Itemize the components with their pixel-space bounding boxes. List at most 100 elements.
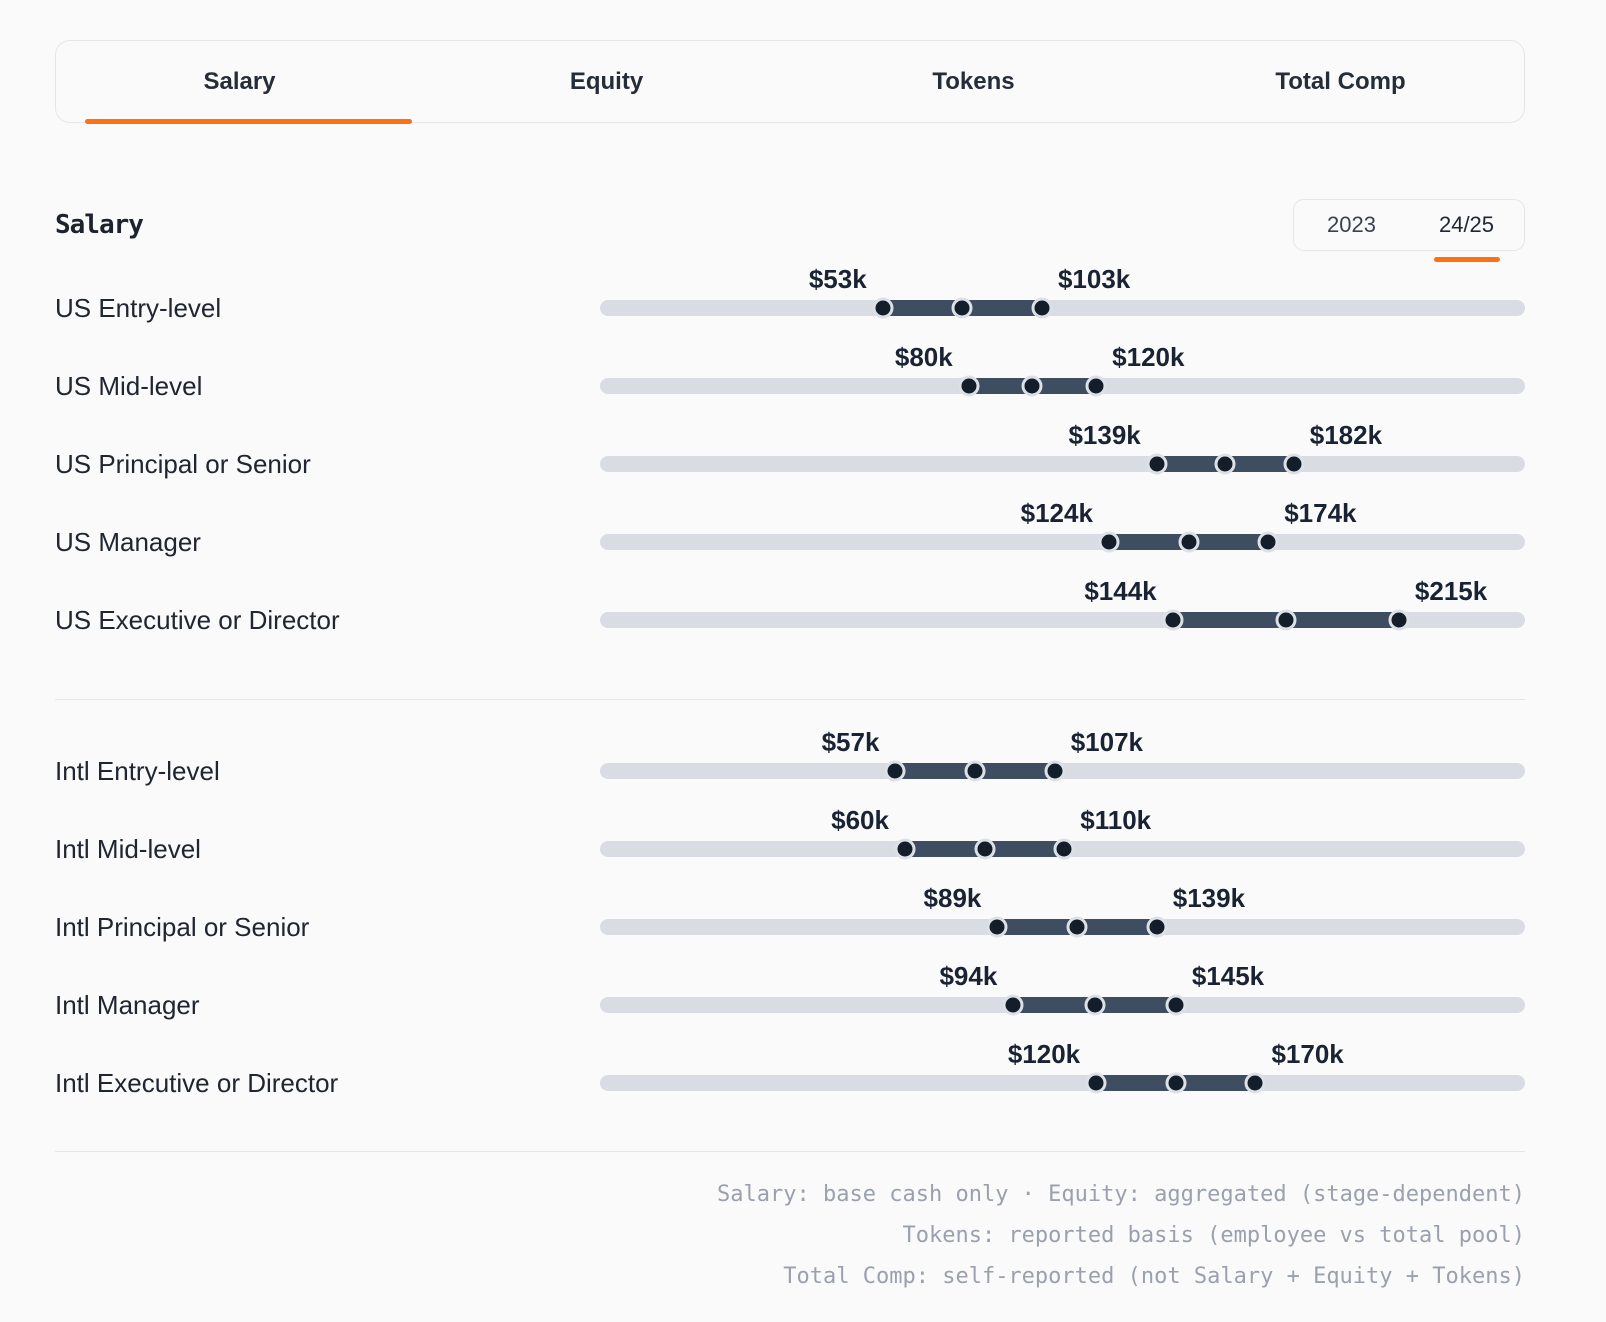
section-header: Salary 2023 24/25 xyxy=(55,197,1525,253)
slider-handle-mid[interactable] xyxy=(951,297,973,319)
range-slider[interactable]: $144k $215k xyxy=(600,576,1525,659)
max-value-label: $145k xyxy=(1191,961,1265,991)
slider-row-us-executive-or-director: US Executive or Director $144k $215k xyxy=(55,576,1525,659)
slider-group-2: Intl Entry-level $57k $107k Intl Mid-level $… xyxy=(55,727,1525,1122)
slider-handle-max[interactable] xyxy=(1053,838,1075,860)
slider-row-us-principal-or-senior: US Principal or Senior $139k $182k xyxy=(55,420,1525,503)
slider-track[interactable] xyxy=(600,1075,1525,1091)
slider-row-intl-manager: Intl Manager $94k $145k xyxy=(55,961,1525,1044)
row-label: Intl Entry-level xyxy=(55,755,220,786)
slider-row-intl-entry-level: Intl Entry-level $57k $107k xyxy=(55,727,1525,810)
slider-row-intl-mid-level: Intl Mid-level $60k $110k xyxy=(55,805,1525,888)
max-value-label: $120k xyxy=(1112,342,1185,372)
row-label: Intl Principal or Senior xyxy=(55,911,310,942)
slider-handle-max[interactable] xyxy=(1244,1072,1266,1094)
slider-row-intl-principal-or-senior: Intl Principal or Senior $89k $139k xyxy=(55,883,1525,966)
slider-handle-min[interactable] xyxy=(1085,1072,1107,1094)
slider-handle-mid[interactable] xyxy=(1066,916,1088,938)
range-slider[interactable]: $53k $103k xyxy=(600,264,1525,347)
tab-salary[interactable]: Salary xyxy=(56,41,423,124)
slider-handle-min[interactable] xyxy=(872,297,894,319)
min-value-label: $80k xyxy=(894,342,953,372)
slider-handle-max[interactable] xyxy=(1031,297,1053,319)
min-value-label: $89k xyxy=(923,883,982,913)
slider-row-us-manager: US Manager $124k $174k xyxy=(55,498,1525,581)
footnote-line-1: Salary: base cash only · Equity: aggrega… xyxy=(717,1182,1525,1207)
slider-handle-max[interactable] xyxy=(1146,916,1168,938)
max-value-label: $174k xyxy=(1284,498,1357,528)
slider-row-intl-executive-or-director: Intl Executive or Director $120k $170k xyxy=(55,1039,1525,1122)
min-value-label: $53k xyxy=(808,264,867,294)
footer-divider xyxy=(55,1151,1525,1152)
slider-handle-mid[interactable] xyxy=(1178,531,1200,553)
slider-handle-min[interactable] xyxy=(958,375,980,397)
max-value-label: $170k xyxy=(1271,1039,1344,1069)
slider-handle-min[interactable] xyxy=(986,916,1008,938)
footnote-line-3: Total Comp: self-reported (not Salary + … xyxy=(783,1264,1525,1289)
range-slider[interactable]: $80k $120k xyxy=(600,342,1525,425)
max-value-label: $182k xyxy=(1309,420,1383,450)
slider-handle-mid[interactable] xyxy=(1165,1072,1187,1094)
min-value-label: $60k xyxy=(831,805,889,835)
min-value-label: $57k xyxy=(821,727,880,757)
slider-handle-max[interactable] xyxy=(1388,609,1410,631)
range-slider[interactable]: $94k $145k xyxy=(600,961,1525,1044)
row-label: US Executive or Director xyxy=(55,604,340,635)
slider-group-1: US Entry-level $53k $103k US Mid-level $80k $… xyxy=(55,264,1525,659)
row-label: Intl Executive or Director xyxy=(55,1067,339,1098)
range-slider[interactable]: $57k $107k xyxy=(600,727,1525,810)
tab-bar: Salary Equity Tokens Total Comp xyxy=(55,40,1525,124)
slider-handle-min[interactable] xyxy=(1146,453,1168,475)
tab-tokens[interactable]: Tokens xyxy=(932,67,1015,95)
slider-handle-mid[interactable] xyxy=(974,838,996,860)
slider-track[interactable] xyxy=(600,300,1525,316)
row-label: US Manager xyxy=(55,526,201,557)
slider-handle-max[interactable] xyxy=(1283,453,1305,475)
min-value-label: $94k xyxy=(939,961,998,991)
slider-handle-max[interactable] xyxy=(1044,760,1066,782)
row-label: Intl Manager xyxy=(55,989,200,1020)
slider-handle-max[interactable] xyxy=(1165,994,1187,1016)
max-value-label: $139k xyxy=(1172,883,1246,913)
footnotes: Salary: base cash only · Equity: aggrega… xyxy=(55,1152,1525,1297)
slider-handle-mid[interactable] xyxy=(964,760,986,782)
max-value-label: $110k xyxy=(1080,805,1152,835)
max-value-label: $107k xyxy=(1070,727,1144,757)
slider-groups: US Entry-level $53k $103k US Mid-level $80k $… xyxy=(55,264,1525,1122)
max-value-label: $215k xyxy=(1414,576,1488,606)
slider-handle-min[interactable] xyxy=(894,838,916,860)
min-value-label: $120k xyxy=(1007,1039,1081,1069)
group-divider xyxy=(55,699,1525,700)
slider-handle-mid[interactable] xyxy=(1021,375,1043,397)
slider-track[interactable] xyxy=(600,534,1525,550)
slider-track[interactable] xyxy=(600,456,1525,472)
row-label: Intl Mid-level xyxy=(55,833,201,864)
slider-handle-max[interactable] xyxy=(1085,375,1107,397)
range-slider[interactable]: $139k $182k xyxy=(600,420,1525,503)
section-title: Salary xyxy=(55,210,144,240)
slider-handle-mid[interactable] xyxy=(1275,609,1297,631)
tab-equity[interactable]: Equity xyxy=(569,67,644,95)
year-toggle: 2023 24/25 xyxy=(1293,199,1525,251)
slider-handle-mid[interactable] xyxy=(1084,994,1106,1016)
slider-handle-max[interactable] xyxy=(1257,531,1279,553)
row-label: US Mid-level xyxy=(55,370,203,401)
range-slider[interactable]: $124k $174k xyxy=(600,498,1525,581)
year-option-24-25[interactable]: 24/25 xyxy=(1409,200,1524,250)
slider-row-us-mid-level: US Mid-level $80k $120k xyxy=(55,342,1525,425)
row-label: US Principal or Senior xyxy=(55,448,311,479)
range-slider[interactable]: $89k $139k xyxy=(600,883,1525,966)
slider-handle-min[interactable] xyxy=(1098,531,1120,553)
slider-handle-min[interactable] xyxy=(1162,609,1184,631)
range-slider[interactable]: $120k $170k xyxy=(600,1039,1525,1122)
slider-handle-min[interactable] xyxy=(1002,994,1024,1016)
year-option-2023[interactable]: 2023 xyxy=(1327,212,1376,237)
range-slider[interactable]: $60k $110k xyxy=(600,805,1525,888)
footnote-line-2: Tokens: reported basis (employee vs tota… xyxy=(902,1223,1525,1248)
row-label: US Entry-level xyxy=(55,292,222,323)
tab-total-comp[interactable]: Total Comp xyxy=(1275,67,1406,95)
slider-handle-min[interactable] xyxy=(884,760,906,782)
min-value-label: $139k xyxy=(1068,420,1141,450)
slider-handle-mid[interactable] xyxy=(1214,453,1236,475)
